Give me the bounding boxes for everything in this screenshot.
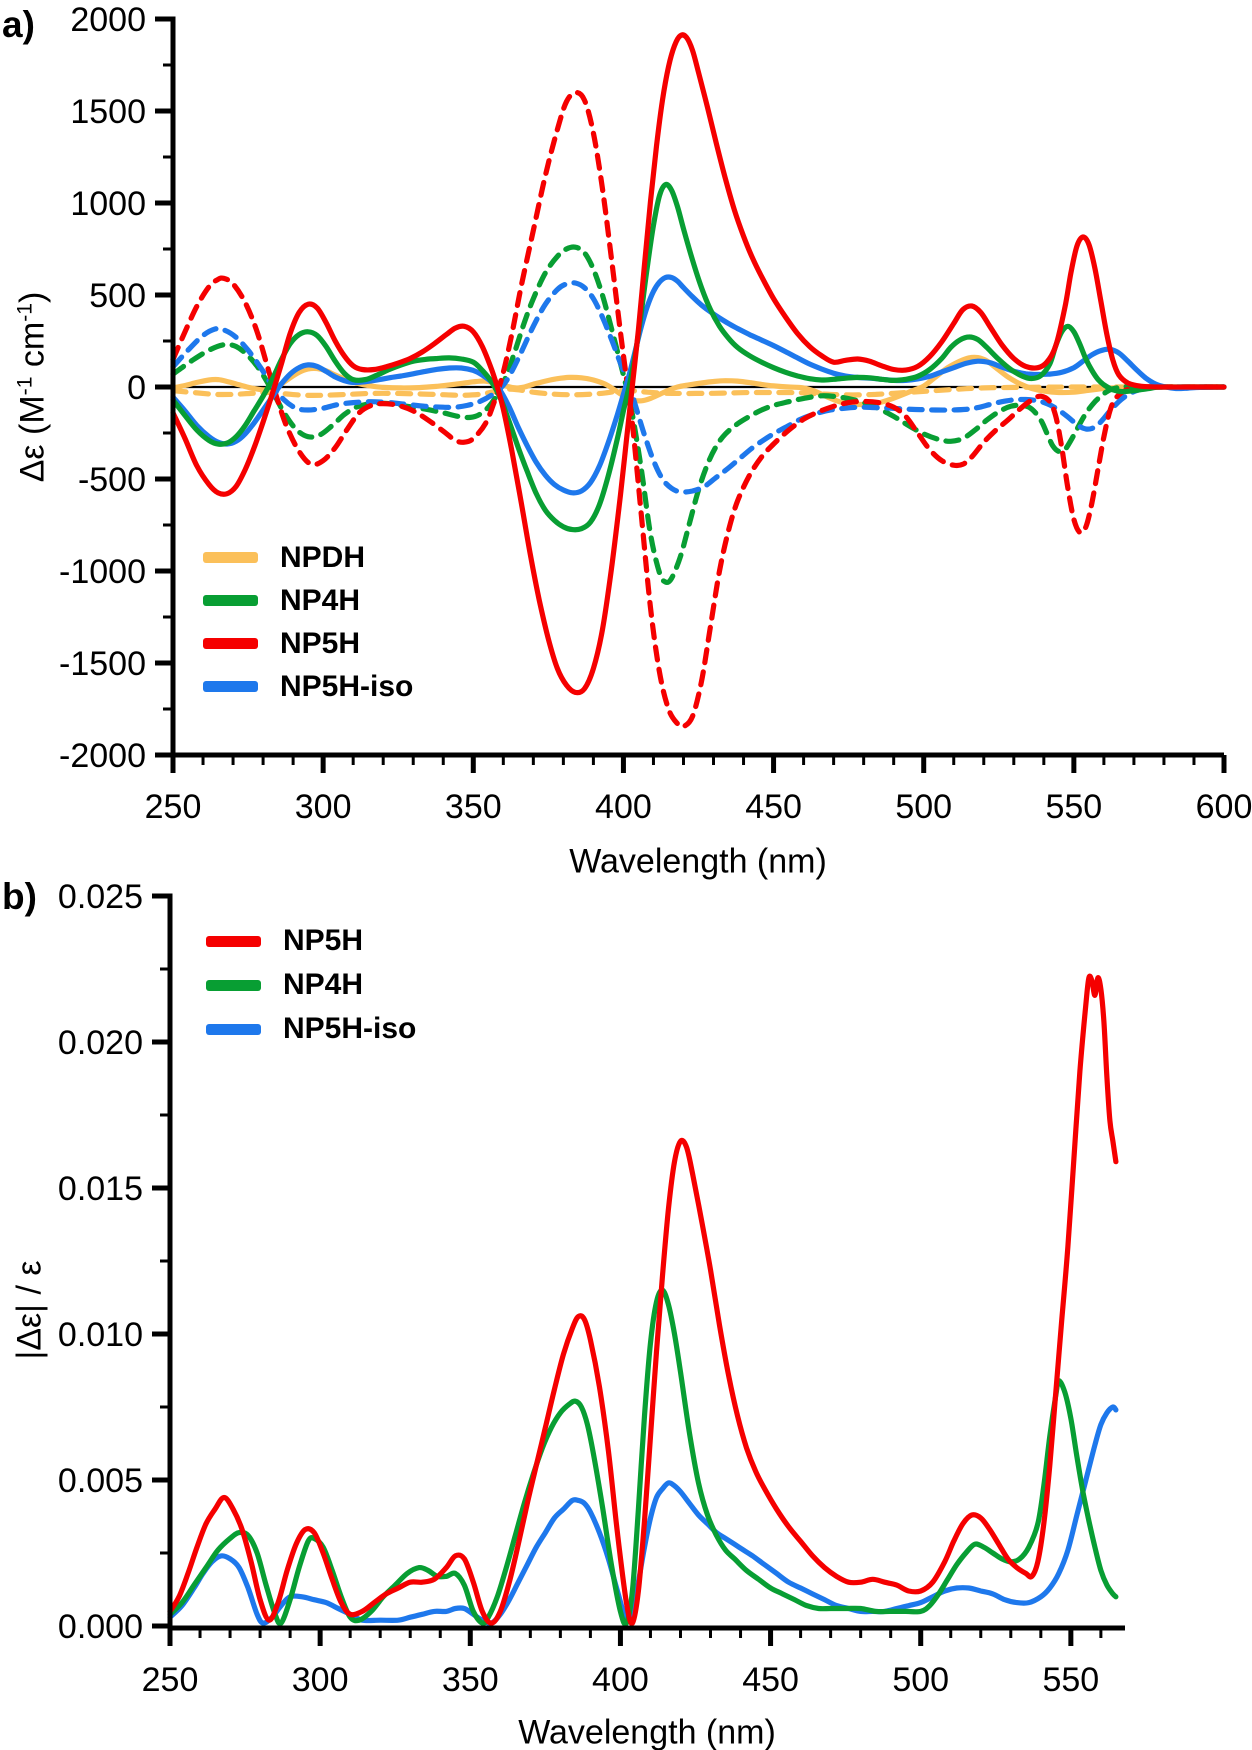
x-tick-label: 500 bbox=[895, 788, 952, 826]
x-tick-label: 550 bbox=[1045, 788, 1102, 826]
y-tick-label: 0 bbox=[127, 369, 146, 407]
legend-item-np5h-iso: NP5H-iso bbox=[206, 1007, 416, 1051]
legend-swatch bbox=[203, 638, 258, 649]
legend-label: NP4H bbox=[283, 968, 364, 1001]
y-tick-label: 0.020 bbox=[58, 1024, 143, 1062]
legend-label: NP5H bbox=[283, 924, 364, 957]
y-tick-label: -1000 bbox=[59, 553, 146, 591]
legend-label: NP5H-iso bbox=[283, 1012, 417, 1045]
panel-b: 250 300 350 400 450 500 550 0.000 0.005 0.010 0.01… bbox=[58, 878, 1125, 1699]
panel-a-y-axis-title: Δε (M-1 cm-1) bbox=[13, 291, 52, 483]
panel-b-y-axis-title: |Δε| / ε bbox=[10, 1260, 49, 1360]
legend-swatch bbox=[206, 1023, 261, 1035]
y-tick-label: -500 bbox=[78, 461, 146, 499]
panel-a-letter: a) bbox=[2, 4, 35, 45]
panel-a-legend: NPDH NP4H NP5H NP5H-iso bbox=[203, 536, 413, 708]
legend-item-np5h: NP5H bbox=[206, 919, 416, 963]
y-tick-label: -1500 bbox=[59, 645, 146, 683]
x-tick-label: 450 bbox=[745, 788, 802, 826]
y-tick-label: 0.025 bbox=[58, 878, 143, 916]
panel-b-letter: b) bbox=[2, 876, 37, 917]
y-tick-label: 1500 bbox=[70, 93, 146, 131]
curve-np4h-solid bbox=[170, 181, 1227, 533]
x-tick-label: 300 bbox=[292, 1661, 349, 1699]
x-tick-label: 400 bbox=[592, 1661, 649, 1699]
y-tick-label: 500 bbox=[89, 277, 146, 315]
legend-swatch bbox=[206, 935, 261, 947]
x-tick-label: 600 bbox=[1196, 788, 1252, 826]
curve-np5h-solid bbox=[167, 973, 1119, 1626]
curve-np4h-solid bbox=[167, 1287, 1119, 1627]
legend-swatch bbox=[203, 595, 258, 606]
x-tick-label: 350 bbox=[445, 788, 502, 826]
y-tick-label: -2000 bbox=[59, 737, 146, 775]
legend-item-np5h-iso: NP5H-iso bbox=[203, 665, 413, 708]
legend-item-np4h: NP4H bbox=[203, 579, 413, 622]
x-tick-label: 250 bbox=[145, 788, 202, 826]
y-tick-label: 0.000 bbox=[58, 1608, 143, 1646]
curve-np5h-solid bbox=[170, 32, 1227, 696]
legend-swatch bbox=[203, 552, 258, 563]
x-tick-label: 550 bbox=[1042, 1661, 1099, 1699]
y-tick-label: 0.015 bbox=[58, 1170, 143, 1208]
panel-a: 250 300 350 400 450 500 550 600 -2000 -1500 -1000 -… bbox=[59, 1, 1252, 826]
y-tick-label: 1000 bbox=[70, 185, 146, 223]
panel-b-x-axis-title: Wavelength (nm) bbox=[518, 1713, 776, 1750]
curve-np5h-iso-solid bbox=[170, 274, 1227, 496]
legend-label: NP4H bbox=[280, 583, 361, 617]
y-tick-label: 2000 bbox=[70, 1, 146, 39]
curve-np5h-dashed bbox=[170, 89, 1227, 730]
y-tick-label: 0.005 bbox=[58, 1462, 143, 1500]
panel-a-x-axis-title: Wavelength (nm) bbox=[569, 842, 827, 881]
y-tick-label: 0.010 bbox=[58, 1316, 143, 1354]
legend-swatch bbox=[203, 681, 258, 692]
legend-label: NP5H-iso bbox=[280, 669, 414, 703]
x-tick-label: 250 bbox=[142, 1661, 199, 1699]
curve-np5h-iso-dashed bbox=[170, 280, 1227, 495]
x-tick-label: 350 bbox=[442, 1661, 499, 1699]
legend-label: NP5H bbox=[280, 626, 361, 660]
legend-item-npdh: NPDH bbox=[203, 536, 413, 579]
x-tick-label: 450 bbox=[742, 1661, 799, 1699]
x-tick-label: 400 bbox=[595, 788, 652, 826]
legend-item-np5h: NP5H bbox=[203, 622, 413, 665]
x-tick-label: 300 bbox=[295, 788, 352, 826]
legend-item-np4h: NP4H bbox=[206, 963, 416, 1007]
panel-b-legend: NP5H NP4H NP5H-iso bbox=[206, 919, 416, 1051]
legend-swatch bbox=[206, 979, 261, 991]
legend-label: NPDH bbox=[280, 540, 366, 574]
x-tick-label: 500 bbox=[892, 1661, 949, 1699]
curve-npdh-dashed bbox=[170, 384, 1227, 399]
